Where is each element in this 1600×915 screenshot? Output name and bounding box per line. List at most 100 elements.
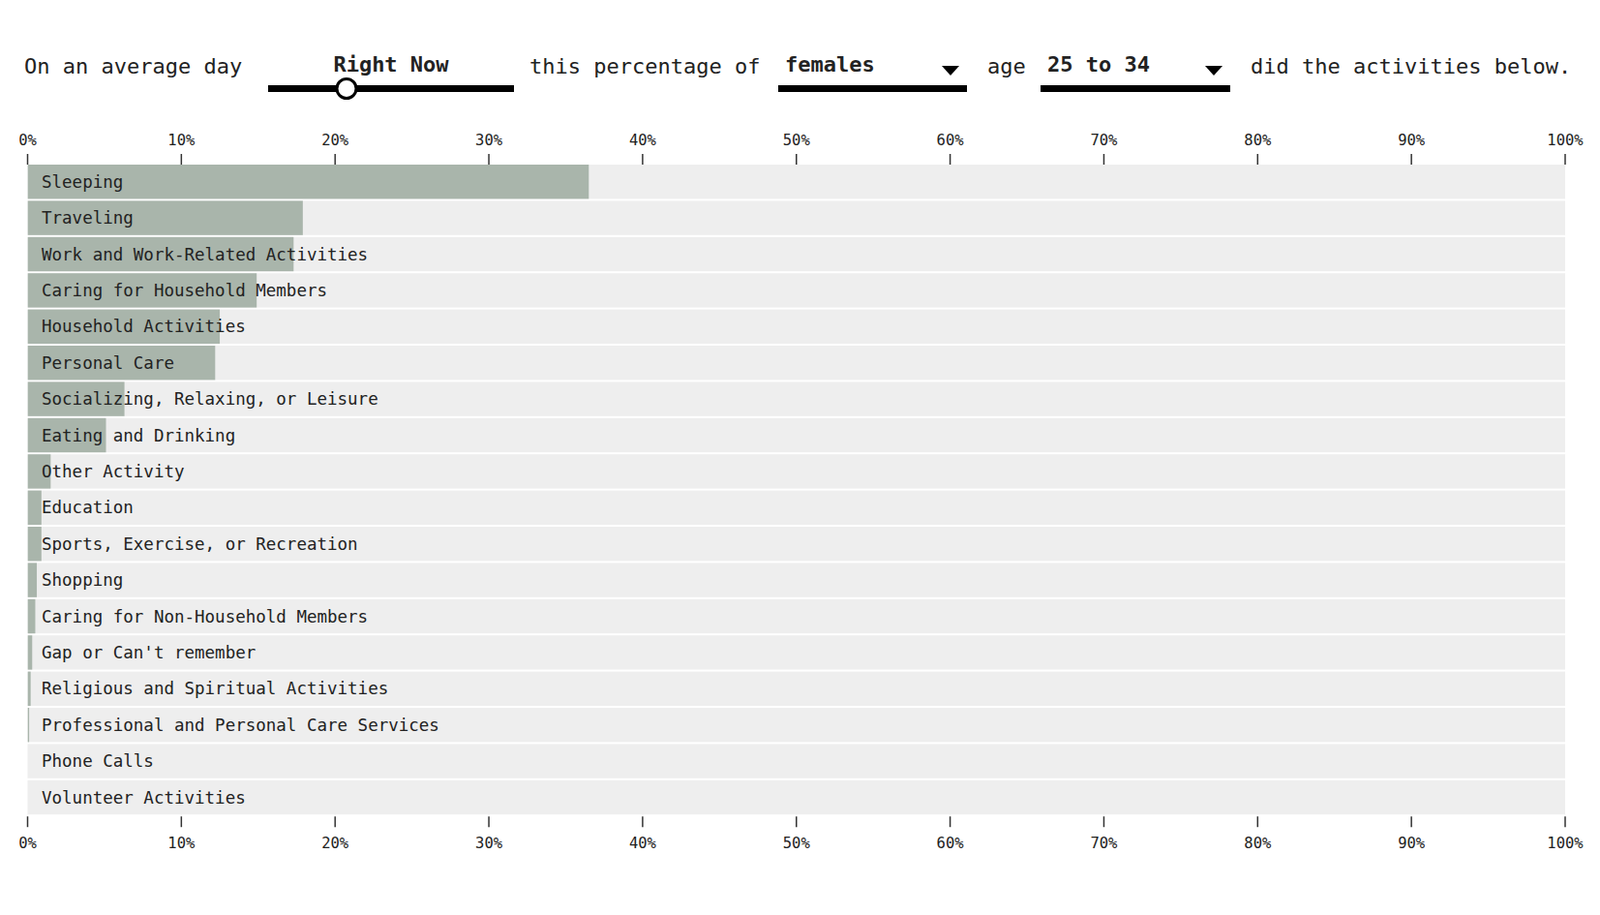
category-label: Sleeping [41,172,123,192]
dropdown-value[interactable]: females [784,52,876,77]
tick-mark [641,153,644,165]
track [28,309,1567,344]
dropdown-value[interactable]: 25 to 34 [1047,52,1150,77]
header-text: this percentage of [529,54,760,79]
tick-label: 100% [1546,131,1584,150]
tick-label: 0% [18,834,37,852]
track [28,562,1567,597]
track [28,345,1567,380]
tick-mark [27,153,30,165]
tick-mark [181,815,183,827]
track [28,780,1567,815]
tick-label: 40% [629,834,658,852]
tick-mark [181,153,183,165]
tick-label: 30% [475,131,504,150]
tick-label: 30% [475,834,504,852]
tick-label: 50% [783,834,812,852]
track [28,490,1567,525]
category-label: Sports, Exercise, or Recreation [41,534,359,554]
track [28,418,1567,453]
category-label: Gap or Can't remember [41,642,256,663]
dropdown-arrow[interactable] [941,65,960,76]
tick-mark [1257,153,1260,165]
bar [28,345,216,380]
tick-mark [949,815,952,827]
tick-mark [1564,153,1567,165]
bar [28,743,30,778]
bars [28,164,590,742]
category-label: Shopping [41,570,123,590]
tick-label: 90% [1397,131,1426,150]
category-label: Work and Work-Related Activities [41,244,368,265]
category-label: Other Activity [41,461,185,482]
category-label: Eating and Drinking [41,425,236,446]
category-label: Professional and Personal Care Services [41,715,440,735]
tick-mark [1257,815,1260,827]
bar [28,490,42,525]
track [28,164,1567,199]
slider-knob[interactable] [336,79,357,99]
header-text: did the activities below. [1250,54,1571,79]
track [28,237,1567,272]
category-label: Volunteer Activities [41,787,246,808]
tick-label: 0% [18,131,37,150]
tick-mark [1410,815,1413,827]
tick-mark [795,153,798,165]
category-label: Traveling [41,208,134,228]
category-label: Religious and Spiritual Activities [41,678,389,698]
tracks [28,164,1567,815]
bar [28,599,36,634]
bar [28,707,31,742]
tick-label: 70% [1089,131,1118,150]
bar [28,634,33,669]
track [28,743,1567,778]
tick-label: 50% [783,131,812,150]
category-label: Socializing, Relaxing, or Leisure [41,389,379,409]
track [28,200,1567,235]
labels: Sleeping Traveling Work and Work-Related A… [41,172,440,808]
tick-mark [1103,815,1106,827]
tick-label: 100% [1546,834,1584,852]
tick-mark [641,815,644,827]
tick-mark [1103,153,1106,165]
tick-label: 10% [167,131,196,150]
track [28,272,1567,307]
category-label: Phone Calls [41,751,154,771]
dropdown-arrow[interactable] [1205,65,1223,76]
chart-root: On an average day Right Now this percentag… [0,0,1600,915]
tick-label: 20% [321,131,350,150]
axes: 0%10%20%30%40%50%60%70%80%90%100%0%10%20… [18,131,1584,852]
track [28,634,1567,669]
bar [28,164,590,199]
slider-track[interactable] [268,85,514,92]
bar [28,526,42,561]
tick-mark [27,815,30,827]
tick-mark [333,153,336,165]
tick-label: 80% [1243,834,1272,852]
dropdown-underline[interactable] [1040,85,1231,92]
track [28,526,1567,561]
tick-mark [1410,153,1413,165]
track [28,381,1567,416]
tick-label: 80% [1243,131,1272,150]
tick-label: 70% [1089,834,1118,852]
tick-mark [949,153,952,165]
track [28,599,1567,634]
dropdown-underline[interactable] [778,85,967,92]
track [28,671,1567,706]
tick-label: 60% [936,131,966,150]
header-text: On an average day [24,54,242,79]
tick-label: 90% [1397,834,1426,852]
tick-mark [795,815,798,827]
track [28,707,1567,742]
tick-label: 60% [936,834,966,852]
bar [28,200,303,235]
slider-label: Right Now [332,52,450,77]
tick-label: 10% [167,834,196,852]
bar [28,671,31,706]
tick-mark [333,815,336,827]
category-label: Caring for Non-Household Members [41,606,368,627]
tick-mark [487,153,490,165]
header-text: age [987,54,1027,79]
bar [28,780,30,815]
